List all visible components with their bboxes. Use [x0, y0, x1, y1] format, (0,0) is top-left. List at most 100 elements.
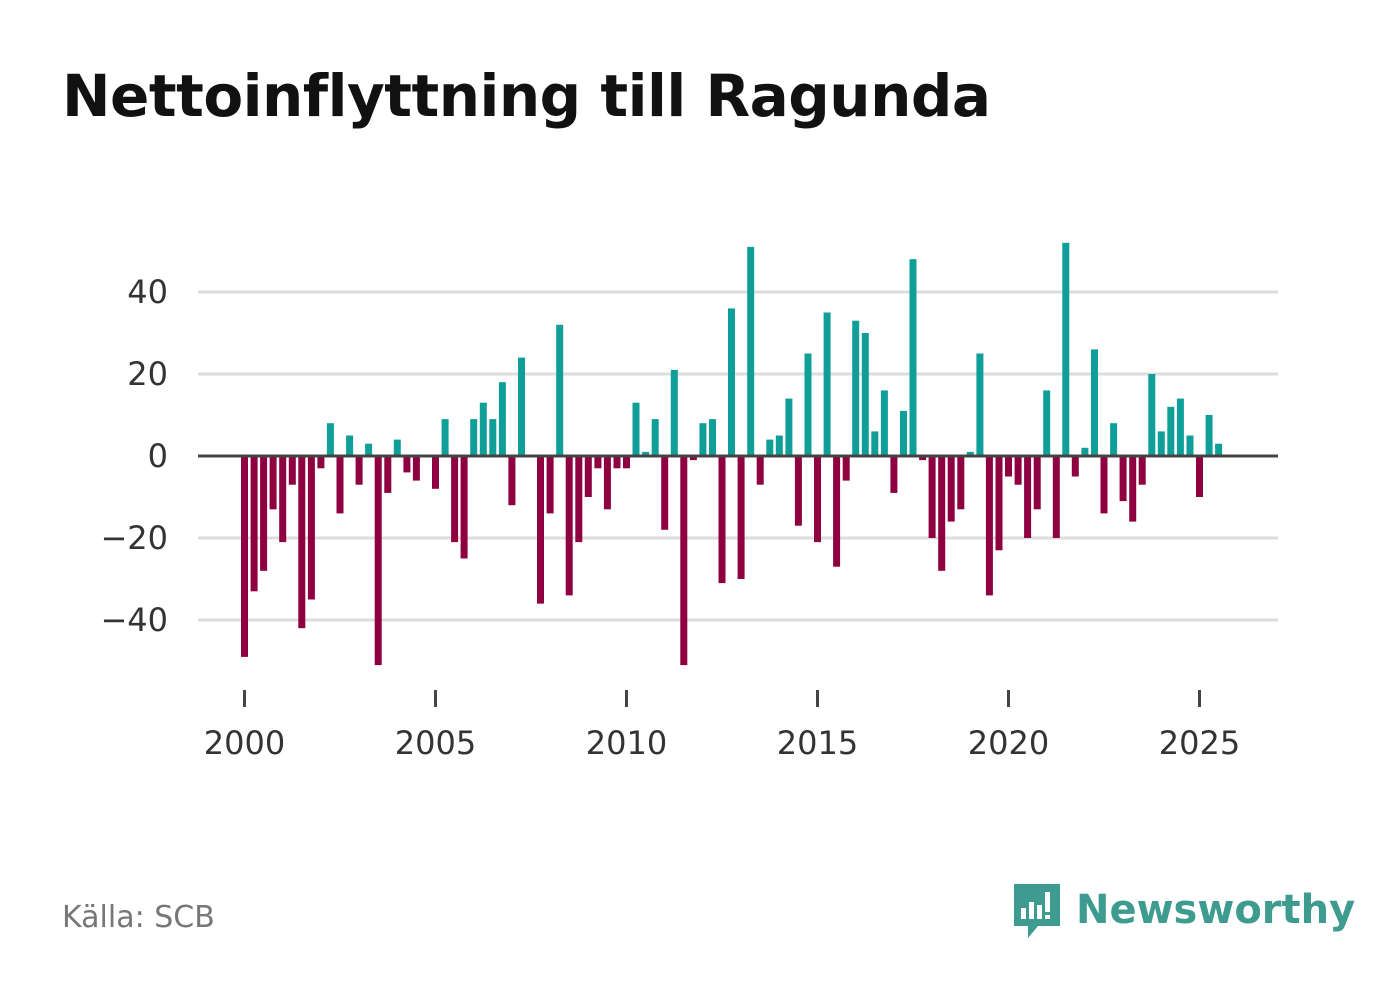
bar	[890, 456, 898, 493]
bar	[384, 456, 392, 493]
y-tick-label: 0	[148, 437, 168, 475]
bar	[1005, 456, 1012, 477]
newsworthy-logo-icon	[1014, 884, 1060, 938]
bar	[642, 451, 650, 456]
bar	[498, 382, 506, 456]
bar	[565, 456, 573, 596]
bar	[346, 435, 354, 456]
y-axis-labels: 40 20 0 −20 −40	[100, 273, 168, 639]
bar	[737, 456, 745, 579]
bar	[718, 456, 726, 584]
bar	[1014, 456, 1022, 485]
bar	[680, 456, 688, 666]
bar	[699, 423, 707, 456]
bar	[288, 456, 296, 485]
bar	[403, 456, 411, 473]
brand-name: Newsworthy	[1076, 887, 1356, 933]
bar	[1081, 447, 1089, 456]
bar	[336, 456, 344, 514]
bar	[613, 456, 621, 469]
bar	[365, 443, 373, 456]
bar	[976, 353, 984, 456]
bar	[298, 456, 306, 629]
bar	[709, 419, 716, 456]
bar	[260, 456, 268, 571]
bar	[441, 419, 449, 456]
source-label: Källa: SCB	[62, 900, 215, 935]
bar	[518, 357, 525, 456]
bar-chart: 40 20 0 −20 −40 2000 2005 2010 2015 2020 2025	[100, 242, 1278, 762]
bar	[842, 456, 850, 481]
bar	[766, 439, 774, 456]
x-tick-label: 2005	[395, 724, 476, 762]
bar	[900, 410, 907, 456]
bar	[775, 435, 783, 456]
bar	[470, 419, 478, 456]
bar	[966, 451, 974, 456]
bar	[584, 456, 592, 497]
bar	[985, 456, 993, 596]
bar	[1148, 374, 1156, 456]
bar	[374, 456, 382, 666]
bar	[307, 456, 315, 600]
bar	[575, 456, 583, 543]
bar	[1205, 415, 1213, 456]
bar	[546, 456, 554, 514]
bar	[814, 456, 821, 543]
x-tick-label: 2020	[968, 724, 1049, 762]
bar	[880, 390, 888, 456]
bar	[852, 320, 860, 456]
bar	[747, 246, 755, 456]
bar	[1119, 456, 1127, 502]
bar	[785, 398, 793, 456]
bar	[355, 456, 363, 485]
bar	[317, 456, 325, 469]
bar	[250, 456, 258, 592]
bar	[728, 308, 735, 456]
bar	[919, 456, 927, 461]
bar	[928, 456, 936, 538]
bar	[1186, 435, 1194, 456]
x-tick-label: 2015	[777, 724, 858, 762]
bar	[603, 456, 611, 510]
y-tick-label: −20	[100, 519, 168, 557]
bar	[823, 312, 831, 456]
brand-logo[interactable]: Newsworthy	[1010, 878, 1355, 942]
bar	[661, 456, 669, 530]
bar	[1129, 456, 1137, 522]
y-tick-label: −40	[100, 601, 168, 639]
bar	[1157, 431, 1165, 456]
x-tick-label: 2010	[586, 724, 667, 762]
bar	[594, 456, 602, 469]
x-axis: 2000 2005 2010 2015 2020 2025	[204, 690, 1240, 762]
bar	[1024, 456, 1032, 538]
bar	[269, 456, 277, 510]
y-tick-label: 40	[127, 273, 168, 311]
bar	[412, 456, 420, 481]
bar	[537, 456, 544, 604]
chart-title: Nettoinflyttning till Ragunda	[62, 62, 991, 130]
bar	[1091, 349, 1098, 456]
bar	[861, 333, 869, 456]
bar	[326, 423, 334, 456]
bar	[947, 456, 955, 522]
bar	[938, 456, 946, 571]
bar	[279, 456, 287, 543]
bar	[1110, 423, 1118, 456]
bar	[871, 431, 879, 456]
bar	[1100, 456, 1108, 514]
bar	[479, 402, 487, 456]
bar	[670, 369, 678, 456]
bar	[1062, 242, 1070, 456]
bar	[804, 353, 812, 456]
bar	[623, 456, 630, 469]
bar	[1138, 456, 1146, 485]
y-tick-label: 20	[127, 355, 168, 393]
bar	[451, 456, 459, 543]
bar	[689, 456, 697, 461]
bar	[1043, 390, 1051, 456]
bar	[651, 419, 659, 456]
bar	[1167, 406, 1175, 456]
bar	[1052, 456, 1060, 538]
bar	[995, 456, 1003, 551]
